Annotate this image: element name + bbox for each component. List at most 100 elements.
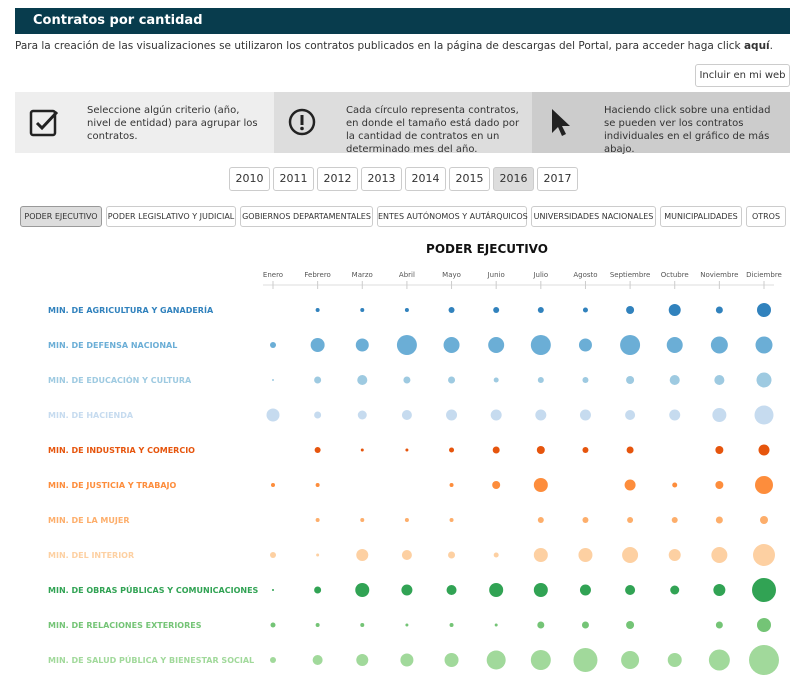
bubble [669, 375, 680, 385]
bubble [449, 447, 455, 453]
bubble [400, 653, 414, 667]
month-label: Octubre [661, 271, 689, 279]
bubble [714, 375, 725, 385]
bubble [579, 409, 591, 421]
bubble [582, 307, 588, 313]
bubble [753, 544, 775, 566]
bubble [443, 337, 460, 353]
bubble [449, 623, 454, 627]
bubble [533, 548, 548, 562]
year-button[interactable]: 2010 [229, 167, 270, 191]
entity-label: MIN. DE HACIENDA [48, 411, 134, 420]
bubble [355, 583, 370, 597]
year-button[interactable]: 2013 [361, 167, 402, 191]
bubble [536, 446, 545, 454]
entity-label: MIN. DE DEFENSA NACIONAL [48, 341, 177, 350]
bubble [752, 578, 776, 602]
bubble [579, 584, 591, 596]
bubble [755, 336, 773, 354]
bubble [315, 518, 320, 522]
bubble [492, 481, 501, 489]
bubble [404, 518, 409, 522]
month-label: Diciembre [746, 271, 782, 279]
bubble [620, 335, 641, 355]
bubble [626, 376, 635, 384]
bubble [356, 654, 369, 666]
tab-button[interactable]: UNIVERSIDADES NACIONALES [531, 206, 656, 227]
bubble [492, 446, 500, 454]
bubble [671, 517, 678, 523]
bubble [537, 517, 544, 523]
bubble [494, 623, 498, 627]
bubble [757, 618, 771, 632]
embed-button[interactable]: Incluir en mi web [695, 64, 790, 87]
bubble [626, 306, 635, 314]
year-button[interactable]: 2011 [273, 167, 314, 191]
year-button[interactable]: 2017 [537, 167, 578, 191]
bubble [715, 446, 724, 454]
bubble [489, 583, 504, 597]
month-label: Febrero [304, 271, 330, 279]
intro: Para la creación de las visualizaciones … [15, 40, 790, 52]
bubble [405, 623, 409, 627]
tab-button[interactable]: ENTES AUTÓNOMOS Y AUTÁRQUICOS [377, 206, 528, 227]
bubble [360, 518, 365, 522]
entity-label: MIN. DE INDUSTRIA Y COMERCIO [48, 446, 195, 455]
tab-button[interactable]: OTROS [746, 206, 786, 227]
chart-title: PODER EJECUTIVO [426, 242, 548, 256]
bubble [715, 621, 723, 629]
bubble [626, 621, 635, 629]
bubble [755, 476, 773, 494]
bubble [624, 479, 636, 491]
info-text: Haciendo click sobre una entidad se pued… [604, 105, 771, 155]
bubble [314, 411, 322, 419]
year-button[interactable]: 2015 [449, 167, 490, 191]
year-button[interactable]: 2016 [493, 167, 534, 191]
bubble [270, 657, 276, 663]
bubble [530, 650, 551, 670]
bubble [667, 653, 682, 667]
bubble [627, 517, 634, 523]
bubble [448, 376, 456, 384]
bubble [710, 336, 728, 354]
tab-button[interactable]: GOBIERNOS DEPARTAMENTALES [240, 206, 373, 227]
month-label: Noviembre [700, 271, 738, 279]
bubble [444, 653, 459, 667]
intro-end: . [769, 40, 773, 52]
bubble [446, 585, 457, 595]
link[interactable]: aquí [743, 40, 770, 52]
intro-text: Para la creación de las visualizaciones … [15, 40, 744, 52]
bubble [581, 621, 589, 629]
month-label: Marzo [352, 271, 373, 279]
bubble [530, 335, 551, 355]
bubble [621, 651, 640, 669]
bubble [578, 338, 592, 352]
bubble [622, 547, 639, 563]
bubble [270, 622, 276, 628]
bubble [713, 584, 726, 596]
bubble [573, 648, 598, 672]
tab-button[interactable]: PODER LEGISLATIVO Y JUDICIAL [106, 206, 236, 227]
bubble [486, 650, 506, 670]
alert-icon [288, 108, 316, 136]
year-button[interactable]: 2012 [317, 167, 358, 191]
bubble [401, 410, 412, 420]
bubble [626, 446, 634, 454]
bubble [357, 410, 367, 420]
bubble [758, 444, 770, 456]
year-button[interactable]: 2014 [405, 167, 446, 191]
bubble [578, 548, 593, 562]
bubble [582, 517, 589, 523]
bubble [625, 410, 636, 420]
bubble [403, 376, 411, 384]
bubble [537, 307, 544, 313]
bubble [715, 516, 723, 524]
tab-button[interactable]: PODER EJECUTIVO [20, 206, 102, 227]
bubble [355, 338, 369, 352]
bubble [316, 553, 320, 557]
bubble [272, 379, 274, 381]
bubble [493, 552, 499, 558]
bubble [401, 584, 413, 596]
tab-button[interactable]: MUNICIPALIDADES [660, 206, 742, 227]
